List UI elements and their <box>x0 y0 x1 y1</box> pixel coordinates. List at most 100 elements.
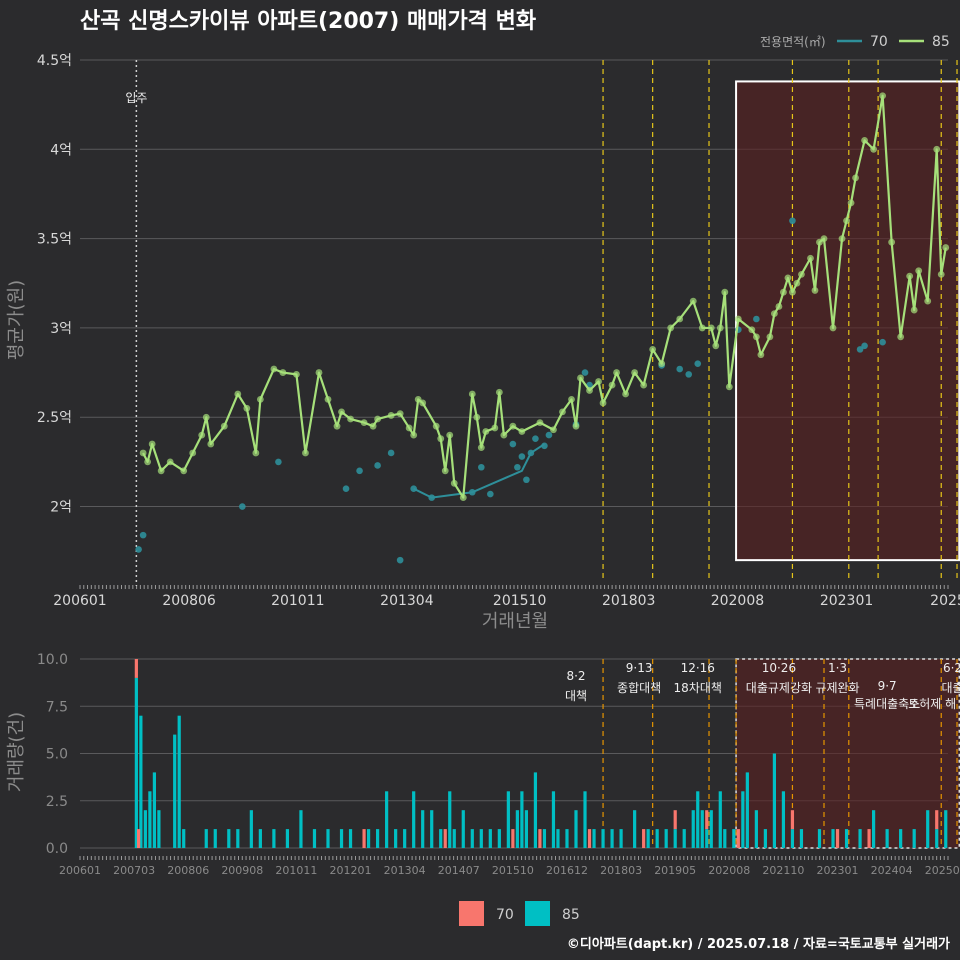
bar-70 <box>443 829 447 848</box>
y-tick-label: 4.5억 <box>37 53 72 69</box>
bar-85 <box>249 810 253 848</box>
point-70 <box>545 431 553 439</box>
bar-70 <box>790 810 795 830</box>
bar-85 <box>583 791 587 848</box>
bar-y-tick-label: 0.0 <box>46 841 68 857</box>
point-70 <box>518 453 526 460</box>
x-axis-title: 거래년월 <box>482 611 548 632</box>
bar-x-tick-label: 200908 <box>221 864 263 877</box>
point-70 <box>387 449 395 457</box>
bar-85 <box>506 791 510 848</box>
policy-label: 특례대출축소 <box>854 697 920 711</box>
y-tick-label: 3억 <box>50 321 72 337</box>
bar-85 <box>461 810 465 848</box>
bar-85 <box>831 829 835 848</box>
bar-85 <box>470 829 474 848</box>
bar-85 <box>619 829 623 848</box>
x-tick-label: 2025 <box>930 593 960 609</box>
bar-x-tick-label: 201304 <box>384 864 426 877</box>
bar-85 <box>520 791 524 848</box>
move-in-label: 입주 <box>125 91 147 105</box>
bar-y-tick-label: 10.0 <box>37 652 68 668</box>
bar-85 <box>479 829 483 848</box>
point-70 <box>342 485 350 492</box>
bar-x-tick-label: 201407 <box>438 864 480 877</box>
x-tick-label: 202301 <box>820 593 873 609</box>
y-tick-label: 2억 <box>50 500 72 516</box>
bar-x-tick-label: 200601 <box>59 864 101 877</box>
x-tick-label: 200601 <box>53 593 106 609</box>
bar-85 <box>173 734 177 848</box>
policy-label: 대출규제강화 <box>746 681 812 695</box>
bar-y-axis-title: 거래량(건) <box>6 712 27 792</box>
bar-85 <box>177 715 181 848</box>
point-70 <box>374 462 381 469</box>
footer-credit: ©디아파트(dapt.kr) / 2025.07.18 / 자료=국토교통부 실… <box>567 936 950 952</box>
bar-85 <box>700 810 704 848</box>
bar-x-tick-label: 201905 <box>654 864 696 877</box>
volume-plot: 0.0 2.5 5.0 7.5 10.0 200601 200703 200806 200908… <box>37 652 960 877</box>
highlight-box <box>735 80 960 562</box>
point-70 <box>856 346 864 353</box>
bar-x-tick-label: 201803 <box>600 864 642 877</box>
policy-date: 6·2 <box>943 661 960 675</box>
point-70 <box>509 440 517 448</box>
bar-85 <box>299 810 303 848</box>
bar-85 <box>139 715 143 848</box>
bar-85 <box>348 829 353 848</box>
bar-85 <box>533 772 538 848</box>
bar-70 <box>736 829 740 848</box>
bar-x-tick-label: 200703 <box>113 864 155 877</box>
bar-85 <box>376 829 380 848</box>
bar-85 <box>664 829 668 848</box>
point-70 <box>478 463 485 471</box>
bar-85 <box>872 810 876 848</box>
bar-70 <box>587 829 592 848</box>
bar-85 <box>944 810 948 848</box>
bar-85 <box>182 829 186 848</box>
bar-85 <box>551 791 556 848</box>
point-70 <box>581 369 589 376</box>
x-tick-label: 201304 <box>380 593 434 609</box>
legend-label-70: 70 <box>870 34 888 50</box>
bar-85 <box>610 829 614 848</box>
point-70 <box>789 217 796 225</box>
bar-85 <box>452 829 456 848</box>
bar-85 <box>655 829 659 848</box>
bar-85 <box>515 810 519 848</box>
bar-85 <box>326 829 330 848</box>
bar-x-tick-label: 201011 <box>275 864 317 877</box>
policy-label: 대책 <box>565 688 587 703</box>
policy-date: 10·26 <box>762 661 796 675</box>
point-70 <box>396 556 404 564</box>
bar-85 <box>926 810 930 848</box>
point-70 <box>879 338 886 346</box>
bar-85 <box>799 829 804 848</box>
bar-x-tick-label: 201201 <box>330 864 372 877</box>
y-axis-title: 평균가(원) <box>6 280 27 360</box>
bar-85 <box>705 829 709 848</box>
bar-legend-swatch-85 <box>525 901 550 926</box>
bar-85 <box>143 810 147 848</box>
bar-85 <box>421 810 425 848</box>
bar-85 <box>682 829 686 848</box>
bar-85 <box>844 829 849 848</box>
bar-85 <box>439 829 443 848</box>
point-70 <box>356 467 363 475</box>
policy-label: 18차대책 <box>674 680 722 695</box>
policy-date: 9·7 <box>878 679 897 693</box>
bar-legend-label-70: 70 <box>496 907 514 923</box>
bar-85 <box>152 772 156 848</box>
bar-85 <box>412 791 416 848</box>
bar-x-tick-label: 201510 <box>492 864 534 877</box>
x-tick-label: 202008 <box>711 593 764 609</box>
point-70 <box>694 360 702 367</box>
point-70 <box>487 490 494 498</box>
bottom-legend: 70 85 <box>459 901 580 926</box>
bar-85 <box>385 791 389 848</box>
line-70 <box>413 443 545 499</box>
bar-70 <box>935 810 939 830</box>
bar-85 <box>394 829 398 848</box>
bar-85 <box>601 829 605 848</box>
bar-legend-label-85: 85 <box>562 907 580 923</box>
